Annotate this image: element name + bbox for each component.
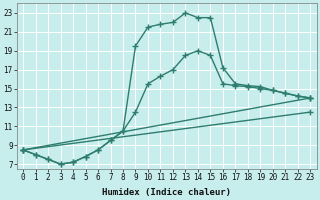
X-axis label: Humidex (Indice chaleur): Humidex (Indice chaleur) (102, 188, 231, 197)
